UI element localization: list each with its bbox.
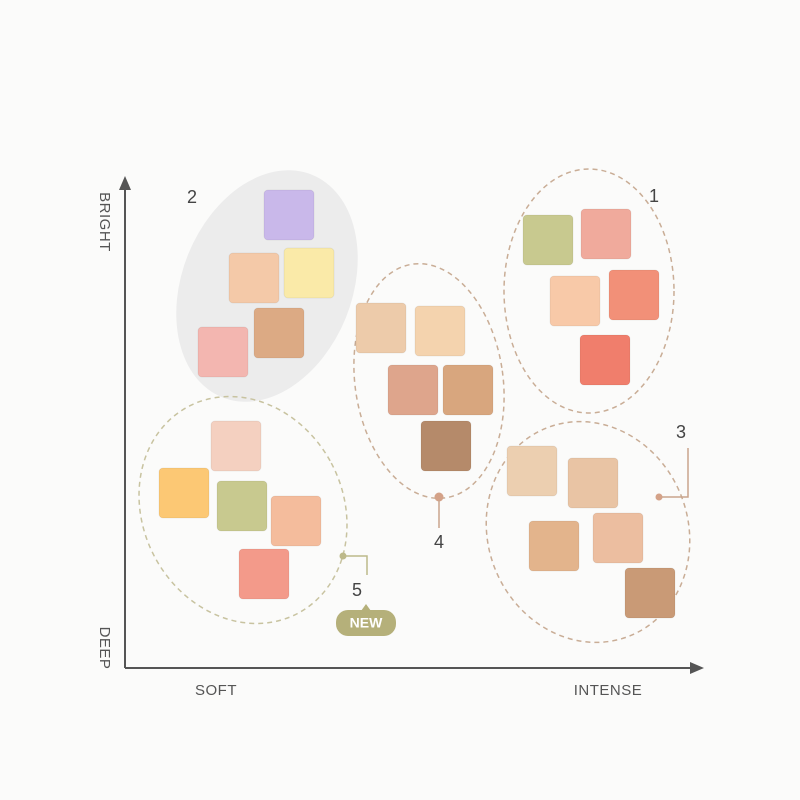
connector-dot	[339, 552, 347, 560]
group-ring	[353, 262, 505, 500]
swatch	[624, 567, 676, 619]
axis-label-bright: BRIGHT	[96, 192, 113, 252]
swatch	[216, 480, 268, 532]
badge-text: NEW	[350, 615, 383, 631]
group-1: 1	[503, 168, 675, 414]
connector	[662, 448, 689, 498]
group-number: 5	[352, 580, 362, 600]
swatch	[228, 252, 280, 304]
swatch	[579, 334, 631, 386]
group-number: 3	[676, 422, 686, 442]
connector-dot	[434, 492, 444, 502]
group-ring	[503, 168, 675, 414]
swatch	[283, 247, 335, 299]
group-3: 3	[485, 420, 691, 644]
axes	[119, 176, 704, 674]
swatch	[197, 326, 249, 378]
y-arrow	[119, 176, 131, 190]
swatch	[567, 457, 619, 509]
swatch	[387, 364, 439, 416]
swatch	[158, 467, 210, 519]
x-arrow	[690, 662, 704, 674]
swatch	[238, 548, 290, 600]
group-number: 2	[187, 187, 197, 207]
swatch	[270, 495, 322, 547]
swatch	[263, 189, 315, 241]
group-ring	[485, 420, 691, 644]
swatch	[528, 520, 580, 572]
swatch	[420, 420, 472, 472]
swatch	[210, 420, 262, 472]
swatch	[580, 208, 632, 260]
swatch	[414, 305, 466, 357]
axis-label-deep: DEEP	[96, 627, 113, 670]
group-4: 4	[353, 262, 505, 552]
swatch	[253, 307, 305, 359]
swatch	[355, 302, 407, 354]
axis-label-soft: SOFT	[195, 682, 237, 699]
group-ring	[138, 395, 348, 625]
group-5: 5 NEW	[138, 395, 396, 636]
swatch	[592, 512, 644, 564]
swatch	[506, 445, 558, 497]
badge-pointer	[361, 604, 371, 611]
group-number: 1	[649, 186, 659, 206]
group-number: 4	[434, 532, 444, 552]
swatch	[608, 269, 660, 321]
swatch	[549, 275, 601, 327]
connector-dot	[655, 493, 663, 501]
badge	[336, 610, 396, 636]
axis-label-intense: INTENSE	[574, 682, 643, 699]
swatch	[522, 214, 574, 266]
swatch	[442, 364, 494, 416]
connector	[346, 555, 368, 575]
group-2: 2	[176, 170, 358, 402]
